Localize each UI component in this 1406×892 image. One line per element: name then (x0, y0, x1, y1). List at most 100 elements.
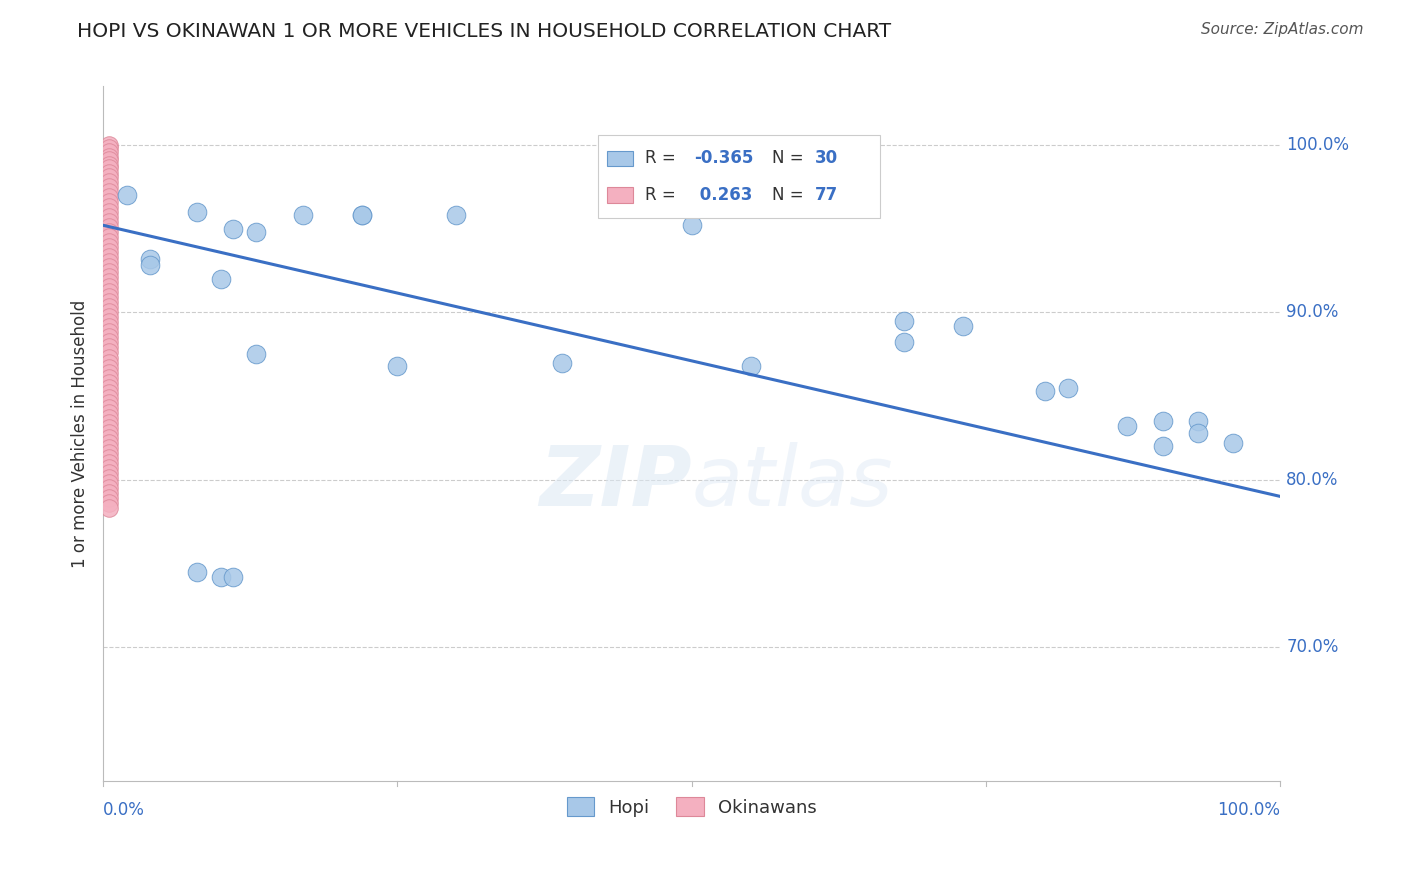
Point (98, 376, 121, 390)
Point (98, 310, 121, 325)
Text: 77: 77 (815, 186, 838, 204)
Text: N =: N = (772, 149, 808, 168)
Point (98, 185, 121, 199)
Point (98, 145, 121, 159)
Point (98, 190, 121, 204)
Point (98, 158, 121, 172)
Text: 90.0%: 90.0% (1286, 303, 1339, 321)
Point (98, 280, 121, 294)
Point (98, 410, 121, 425)
Point (221, 570, 243, 584)
FancyBboxPatch shape (607, 187, 633, 202)
Point (98, 210, 121, 224)
Text: Source: ZipAtlas.com: Source: ZipAtlas.com (1201, 22, 1364, 37)
Point (98, 270, 121, 285)
Point (98, 486, 121, 500)
Point (98, 141, 121, 155)
Point (245, 347, 267, 361)
Point (245, 225, 267, 239)
Text: 30: 30 (815, 149, 838, 168)
Point (98, 496, 121, 510)
Point (98, 161, 121, 176)
Point (209, 272, 232, 286)
Point (1152, 414, 1174, 428)
Point (98, 219, 121, 234)
Text: 0.0%: 0.0% (103, 801, 145, 819)
Point (98, 491, 121, 505)
Point (98, 260, 121, 274)
Point (139, 252, 162, 266)
Point (98, 481, 121, 495)
Point (893, 314, 915, 328)
Point (98, 360, 121, 375)
Point (98, 441, 121, 455)
Point (98, 450, 121, 465)
Point (98, 401, 121, 415)
Point (98, 395, 121, 409)
Point (186, 565, 208, 579)
Point (98, 501, 121, 516)
FancyBboxPatch shape (607, 151, 633, 166)
Point (98, 385, 121, 400)
Point (98, 150, 121, 164)
Point (98, 421, 121, 435)
Text: R =: R = (645, 149, 681, 168)
Point (98, 315, 121, 329)
Point (893, 335, 915, 350)
Point (98, 355, 121, 369)
Point (98, 200, 121, 214)
Point (98, 290, 121, 304)
Point (115, 188, 138, 202)
Point (98, 169, 121, 184)
Point (98, 240, 121, 254)
Point (98, 370, 121, 384)
Point (292, 208, 315, 222)
Text: 100.0%: 100.0% (1218, 801, 1281, 819)
Point (98, 179, 121, 194)
Text: atlas: atlas (692, 442, 893, 523)
Point (551, 355, 574, 369)
Point (98, 381, 121, 395)
Point (98, 215, 121, 229)
Y-axis label: 1 or more Vehicles in Household: 1 or more Vehicles in Household (72, 300, 89, 568)
Text: 0.263: 0.263 (695, 186, 752, 204)
Point (1187, 425, 1209, 440)
Point (98, 137, 121, 152)
Point (740, 359, 762, 373)
Text: ZIP: ZIP (538, 442, 692, 523)
Point (98, 265, 121, 279)
Text: N =: N = (772, 186, 808, 204)
Point (98, 275, 121, 289)
Point (98, 446, 121, 460)
Point (98, 366, 121, 380)
Point (98, 476, 121, 491)
Point (98, 431, 121, 445)
Point (98, 205, 121, 219)
Text: HOPI VS OKINAWAN 1 OR MORE VEHICLES IN HOUSEHOLD CORRELATION CHART: HOPI VS OKINAWAN 1 OR MORE VEHICLES IN H… (77, 22, 891, 41)
Point (98, 335, 121, 350)
Point (1187, 414, 1209, 428)
Point (98, 466, 121, 480)
Point (98, 436, 121, 450)
Text: 80.0%: 80.0% (1286, 471, 1339, 489)
Point (98, 456, 121, 470)
Point (98, 250, 121, 264)
Point (98, 425, 121, 440)
Point (98, 461, 121, 475)
Text: 100.0%: 100.0% (1286, 136, 1350, 154)
Point (98, 320, 121, 334)
Point (98, 406, 121, 420)
Point (352, 208, 374, 222)
Point (98, 255, 121, 269)
Point (98, 235, 121, 249)
Text: -0.365: -0.365 (695, 149, 754, 168)
Point (98, 225, 121, 239)
Text: 70.0%: 70.0% (1286, 638, 1339, 657)
Point (98, 230, 121, 244)
Point (186, 205, 208, 219)
Point (1152, 439, 1174, 453)
Point (98, 301, 121, 315)
Point (98, 345, 121, 359)
Point (98, 326, 121, 340)
Point (98, 416, 121, 430)
